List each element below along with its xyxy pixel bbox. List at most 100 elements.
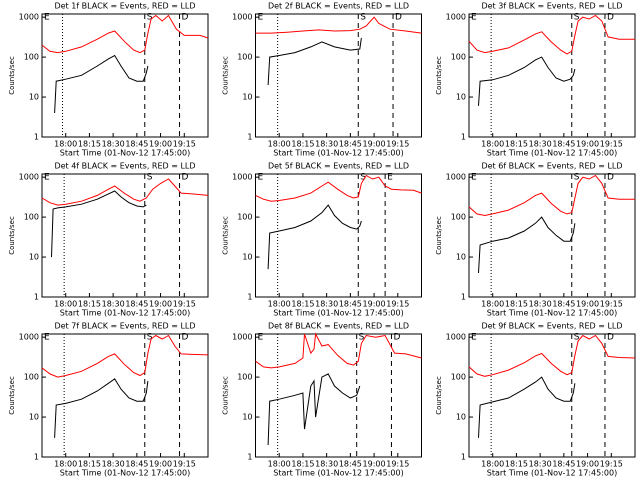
plot-frame — [41, 173, 209, 298]
y-tick-label: 10 — [29, 93, 39, 102]
series-line — [255, 174, 422, 202]
marker-label: E — [258, 333, 264, 343]
series-line — [468, 174, 635, 217]
x-axis-label: Start Time (01-Nov-12 17:45:00) — [273, 149, 403, 158]
x-tick-label: 18:00 — [481, 460, 504, 469]
panel: Det 2f BLACK = Events, RED = LLD Start Ti… — [222, 2, 422, 158]
x-axis-label: Start Time (01-Nov-12 17:45:00) — [273, 469, 403, 478]
x-tick-label: 19:15 — [386, 140, 409, 149]
x-axis-label: Start Time (01-Nov-12 17:45:00) — [487, 149, 617, 158]
series-line — [41, 334, 209, 378]
marker-label: D — [607, 333, 614, 343]
marker-label: S — [360, 13, 366, 23]
panel-title: Det 4f BLACK = Events, RED = LLD — [54, 162, 195, 171]
plot-frame — [255, 13, 422, 138]
y-tick-label: 1000 — [446, 13, 466, 22]
marker-label: S — [359, 333, 365, 343]
marker-label: E — [44, 333, 50, 343]
y-tick-label: 1 — [461, 133, 466, 142]
marker-label: E — [258, 13, 264, 23]
y-tick-label: 1 — [461, 453, 466, 462]
panel: Det 5f BLACK = Events, RED = LLD Start Ti… — [222, 162, 422, 318]
marker-label: D — [395, 13, 402, 23]
x-axis-label: Start Time (01-Nov-12 17:45:00) — [273, 309, 403, 318]
marker-label: S — [574, 333, 580, 343]
x-axis-label: Start Time (01-Nov-12 17:45:00) — [487, 309, 617, 318]
marker-label: S — [147, 13, 153, 23]
x-tick-label: 19:00 — [149, 460, 172, 469]
marker-label: S — [147, 173, 153, 183]
plot-frame — [468, 333, 636, 458]
y-axis-label: Counts/sec — [435, 376, 443, 415]
plot-frame — [41, 333, 209, 458]
x-tick-label: 19:00 — [576, 460, 599, 469]
y-tick-label: 1000 — [446, 173, 466, 182]
x-tick-label: 18:30 — [529, 460, 552, 469]
plot-frame — [41, 13, 209, 138]
x-axis-label: Start Time (01-Nov-12 17:45:00) — [60, 309, 190, 318]
x-tick-label: 18:00 — [268, 140, 291, 149]
x-tick-label: 19:15 — [173, 140, 196, 149]
x-tick-label: 19:00 — [149, 140, 172, 149]
y-tick-label: 100 — [24, 213, 39, 222]
panel-title: Det 7f BLACK = Events, RED = LLD — [54, 322, 195, 331]
panel: Det 9f BLACK = Events, RED = LLD Start Ti… — [435, 322, 636, 478]
y-tick-label: 1 — [34, 453, 39, 462]
x-tick-label: 18:45 — [125, 140, 148, 149]
x-tick-label: 19:00 — [363, 300, 386, 309]
x-tick-label: 18:15 — [505, 140, 528, 149]
y-tick-label: 1000 — [19, 333, 39, 342]
x-tick-label: 18:00 — [481, 140, 504, 149]
series-line — [255, 332, 422, 369]
x-tick-label: 19:00 — [576, 140, 599, 149]
marker-label: D — [607, 173, 614, 183]
y-tick-label: 1 — [34, 293, 39, 302]
y-tick-label: 1 — [247, 293, 252, 302]
series-line — [54, 378, 149, 438]
x-tick-label: 18:15 — [291, 300, 314, 309]
y-tick-label: 1000 — [19, 13, 39, 22]
y-axis-label: Counts/sec — [8, 56, 16, 95]
panel: Det 6f BLACK = Events, RED = LLD Start Ti… — [435, 162, 636, 318]
y-tick-label: 1000 — [232, 333, 252, 342]
plot-frame — [468, 13, 636, 138]
x-axis-label: Start Time (01-Nov-12 17:45:00) — [487, 469, 617, 478]
x-tick-label: 19:00 — [363, 460, 386, 469]
y-tick-label: 1000 — [19, 173, 39, 182]
panel-title: Det 5f BLACK = Events, RED = LLD — [268, 162, 409, 171]
y-tick-label: 10 — [242, 253, 252, 262]
y-tick-label: 1000 — [232, 173, 252, 182]
y-tick-label: 10 — [29, 413, 39, 422]
x-tick-label: 18:45 — [339, 300, 362, 309]
series-line — [51, 190, 147, 258]
series-line — [468, 14, 635, 55]
panel-title: Det 3f BLACK = Events, RED = LLD — [481, 2, 622, 11]
marker-label: E — [471, 173, 477, 183]
marker-label: E — [258, 173, 264, 183]
x-tick-label: 18:30 — [315, 460, 338, 469]
y-tick-label: 1000 — [232, 13, 252, 22]
x-tick-label: 18:30 — [529, 140, 552, 149]
series-line — [478, 56, 576, 106]
x-tick-label: 18:00 — [54, 300, 77, 309]
series-line — [54, 54, 149, 114]
y-tick-label: 10 — [242, 413, 252, 422]
x-tick-label: 18:15 — [291, 140, 314, 149]
x-tick-label: 18:45 — [339, 460, 362, 469]
x-tick-label: 18:30 — [102, 140, 125, 149]
panel: Det 8f BLACK = Events, RED = LLD Start Ti… — [222, 322, 422, 478]
x-tick-label: 18:45 — [339, 140, 362, 149]
x-tick-label: 18:00 — [54, 140, 77, 149]
x-tick-label: 18:15 — [505, 460, 528, 469]
x-tick-label: 18:15 — [78, 460, 101, 469]
panel-title: Det 6f BLACK = Events, RED = LLD — [481, 162, 622, 171]
y-tick-label: 1000 — [446, 333, 466, 342]
x-tick-label: 18:45 — [125, 300, 148, 309]
y-tick-label: 100 — [24, 373, 39, 382]
x-tick-label: 18:45 — [552, 140, 575, 149]
x-tick-label: 18:00 — [268, 300, 291, 309]
series-line — [41, 178, 209, 206]
x-tick-label: 19:15 — [386, 300, 409, 309]
x-axis-label: Start Time (01-Nov-12 17:45:00) — [60, 149, 190, 158]
x-tick-label: 18:00 — [54, 460, 77, 469]
